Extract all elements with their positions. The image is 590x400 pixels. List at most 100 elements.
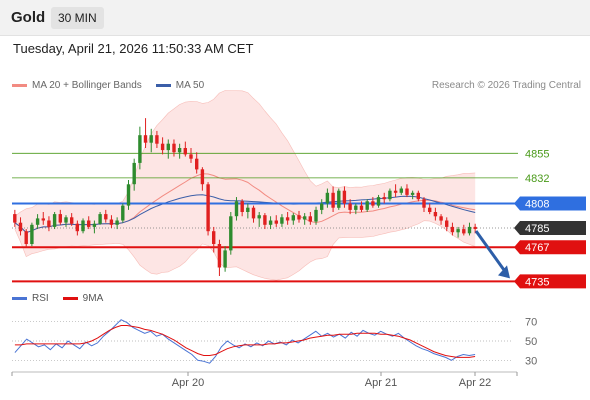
- ma20-swatch-icon: [12, 84, 27, 87]
- candle-body: [200, 169, 205, 185]
- candle-body: [229, 216, 233, 251]
- timeframe-badge[interactable]: 30 MIN: [51, 7, 104, 29]
- candle-body: [399, 188, 403, 193]
- candle-body: [81, 220, 85, 232]
- candle-body: [206, 184, 210, 232]
- candle-body: [308, 216, 312, 222]
- candle-body: [35, 218, 40, 225]
- candle-body: [195, 158, 199, 170]
- legend-item-ma50: MA 50: [155, 80, 205, 91]
- rsi-tick-label: 50: [525, 336, 537, 348]
- candle-body: [342, 190, 347, 204]
- header-bar: Gold 30 MIN: [0, 0, 590, 36]
- candle-body: [64, 217, 68, 223]
- candle-body: [149, 135, 153, 143]
- rsi-swatch-icon: [12, 297, 27, 300]
- rsi-tick-label: 70: [525, 317, 537, 329]
- candle-body: [92, 223, 97, 227]
- x-tick-label: Apr 21: [365, 377, 397, 389]
- level-label-4832: 4832: [525, 173, 549, 185]
- candle-body: [274, 220, 278, 224]
- candle-body: [121, 205, 125, 221]
- candle-body: [223, 250, 227, 268]
- candle-body: [217, 244, 222, 268]
- candle-body: [473, 226, 477, 229]
- candle-body: [104, 214, 108, 220]
- candle-body: [462, 229, 466, 234]
- candle-body: [388, 190, 392, 200]
- candle-body: [359, 205, 364, 210]
- candle-body: [433, 212, 438, 217]
- candle-body: [439, 216, 443, 221]
- ma9-swatch-icon: [62, 297, 78, 300]
- candle-body: [155, 135, 159, 144]
- candle-body: [467, 226, 472, 234]
- price-tag-4767: [514, 240, 586, 255]
- projection-arrowhead-icon: [498, 265, 510, 279]
- candle-body: [160, 143, 165, 151]
- candle-body: [240, 201, 244, 212]
- bollinger-band: [14, 90, 476, 281]
- legend-rsi-label: RSI: [32, 293, 49, 304]
- rsi-legend: RSI 9MA: [12, 293, 117, 304]
- candle-body: [450, 226, 455, 233]
- candle-body: [285, 217, 290, 221]
- candle-body: [280, 217, 284, 224]
- legend-ma20-label: MA 20 + Bollinger Bands: [32, 80, 142, 91]
- candle-body: [337, 190, 341, 208]
- rsi-line: [14, 319, 476, 364]
- candle-body: [297, 215, 301, 220]
- candle-body: [251, 207, 256, 219]
- candle-body: [41, 218, 45, 221]
- candle-body: [58, 214, 62, 223]
- candle-body: [456, 229, 460, 233]
- candle-body: [263, 215, 267, 225]
- candle-body: [428, 207, 432, 212]
- price-tag-4785: [514, 221, 586, 235]
- candle-body: [382, 197, 386, 200]
- candle-body: [348, 203, 352, 210]
- legend-9ma-label: 9MA: [82, 293, 104, 304]
- candle-body: [98, 214, 102, 224]
- price-tag-label-4735: 4735: [525, 276, 549, 288]
- candle-body: [132, 162, 136, 185]
- candle-body: [166, 143, 170, 151]
- candle-body: [354, 205, 358, 210]
- candle-body: [75, 223, 79, 232]
- candle-body: [143, 135, 148, 143]
- candle-body: [115, 220, 119, 225]
- candle-body: [109, 219, 114, 225]
- instrument-title: Gold: [11, 9, 46, 26]
- x-tick-label: Apr 20: [172, 377, 204, 389]
- candle-body: [70, 217, 74, 224]
- rsi-9ma-line: [14, 325, 476, 358]
- candle-body: [138, 135, 142, 163]
- price-tag-label-4785: 4785: [525, 223, 549, 235]
- price-tag-label-4767: 4767: [525, 242, 549, 254]
- candle-body: [303, 216, 307, 220]
- candle-body: [268, 220, 273, 225]
- candle-body: [189, 154, 193, 159]
- rsi-tick-label: 30: [525, 355, 537, 367]
- legend-ma50-label: MA 50: [175, 80, 205, 91]
- legend-item-9ma: 9MA: [62, 293, 104, 304]
- x-tick-label: Apr 22: [459, 377, 491, 389]
- candle-body: [405, 188, 409, 195]
- candle-body: [172, 143, 176, 153]
- candle-body: [291, 215, 295, 221]
- candle-body: [30, 224, 34, 244]
- candle-body: [365, 201, 369, 210]
- candle-body: [331, 192, 335, 208]
- price-tag-label-4808: 4808: [525, 198, 549, 210]
- ma50-swatch-icon: [155, 84, 171, 87]
- level-label-4855: 4855: [525, 148, 549, 160]
- legend-item-ma20: MA 20 + Bollinger Bands: [12, 80, 142, 91]
- candle-body: [325, 192, 330, 204]
- candle-body: [234, 201, 239, 217]
- candle-body: [320, 203, 324, 210]
- candle-body: [177, 148, 182, 153]
- candle-body: [410, 192, 415, 195]
- candle-body: [257, 215, 261, 219]
- candle-body: [246, 207, 250, 212]
